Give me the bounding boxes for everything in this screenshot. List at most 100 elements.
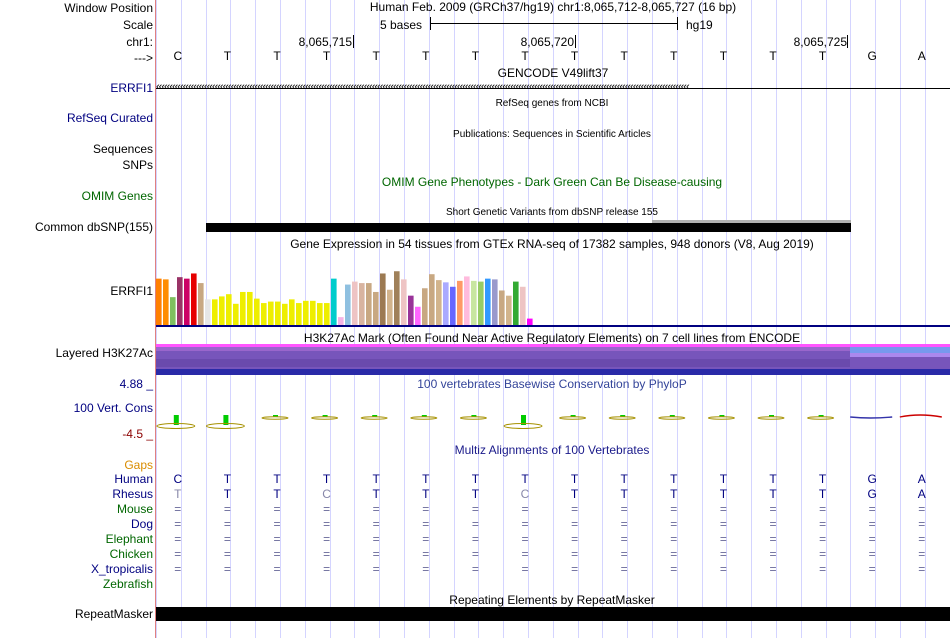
gtex-tissue-bar[interactable] [163,279,169,326]
gtex-tissue-bar[interactable] [499,290,505,326]
publications-label-snps[interactable]: SNPs [122,158,153,172]
species-label[interactable]: Chicken [109,547,153,561]
species-label[interactable]: Human [114,472,153,486]
species-label[interactable]: Elephant [105,532,153,546]
gtex-tissue-bar[interactable] [289,299,295,326]
gtex-tissue-bar[interactable] [219,296,225,326]
gtex-tissue-bar[interactable] [401,279,407,326]
gtex-tissue-bar[interactable] [170,297,176,326]
gtex-tissue-bar[interactable] [184,278,190,326]
gtex-tissue-bar[interactable] [303,300,309,326]
alignment-base: = [323,517,331,531]
species-label[interactable]: Dog [130,517,153,531]
gtex-tissue-bar[interactable] [212,299,218,326]
alignment-base: T [322,472,331,486]
gtex-tissue-bar[interactable] [478,281,484,326]
gtex-gene-label[interactable]: ERRFI1 [110,284,153,298]
gtex-tissue-bar[interactable] [156,278,162,326]
gtex-tissue-bar[interactable] [408,295,414,326]
repeatmasker-track-label[interactable]: RepeatMasker [74,607,153,621]
alignment-base: = [918,532,926,546]
species-label[interactable]: Rhesus [112,487,153,501]
phylop-value-mark [620,415,626,417]
gencode-gene-label[interactable]: ERRFI1 [110,81,153,95]
gtex-tissue-bar[interactable] [233,303,239,326]
publications-label-sequences[interactable]: Sequences [92,142,153,156]
gtex-tissue-bar[interactable] [317,303,323,326]
gtex-tissue-bar[interactable] [506,295,512,326]
omim-track-label[interactable]: OMIM Genes [81,189,153,203]
sequence-base: T [570,49,579,63]
gtex-tissue-bar[interactable] [268,301,274,326]
gtex-tissue-bar[interactable] [240,291,246,326]
gtex-tissue-bar[interactable] [422,288,428,326]
gtex-tissue-bar[interactable] [436,280,442,326]
gtex-tissue-bar[interactable] [359,283,365,326]
gtex-tissue-bar[interactable] [443,282,449,326]
phylop-track-label[interactable]: 100 Vert. Cons [73,401,153,415]
species-label[interactable]: Mouse [116,502,153,516]
alignment-base: = [273,532,281,546]
gtex-tissue-bar[interactable] [513,281,519,326]
gtex-tissue-bar[interactable] [464,276,470,326]
gtex-tissue-bar[interactable] [177,277,183,326]
dbsnp-track-label[interactable]: Common dbSNP(155) [34,220,153,234]
repeatmasker-feature[interactable] [156,607,950,621]
gtex-tissue-bar[interactable] [191,273,197,326]
gtex-tissue-bar[interactable] [310,300,316,326]
gtex-bar-chart[interactable] [156,252,536,326]
gtex-tissue-bar[interactable] [415,306,421,326]
gtex-tissue-bar[interactable] [429,274,435,326]
dbsnp-feature-bar[interactable] [206,223,851,232]
gtex-tissue-bar[interactable] [247,291,253,326]
gtex-tissue-bar[interactable] [394,271,400,326]
gtex-tissue-bar[interactable] [254,298,260,326]
alignment-base: T [521,472,529,486]
gtex-tissue-bar[interactable] [275,301,281,326]
gtex-tissue-bar[interactable] [205,299,211,326]
alignment-base: T [471,487,480,501]
dbsnp-feature-bar-secondary[interactable] [652,220,851,223]
gtex-tissue-bar[interactable] [457,280,463,326]
alignment-base: T [719,472,728,486]
gtex-tissue-bar[interactable] [471,280,477,326]
alignment-base: = [174,562,182,576]
gtex-tissue-bar[interactable] [226,294,232,326]
alignment-base: = [769,547,777,561]
gtex-tissue-bar[interactable] [345,284,351,326]
gtex-tissue-bar[interactable] [380,273,386,326]
multiz-gaps-label[interactable]: Gaps [124,458,153,472]
gtex-tissue-bar[interactable] [366,283,372,326]
gencode-gene-feature[interactable]: ‹‹‹‹‹‹‹‹‹‹‹‹‹‹‹‹‹‹‹‹‹‹‹‹‹‹‹‹‹‹‹‹‹‹‹‹‹‹‹‹… [156,81,950,95]
gtex-tissue-bar[interactable] [296,303,302,326]
gtex-tissue-bar[interactable] [352,281,358,326]
alignment-base: = [521,562,529,576]
gtex-tissue-bar[interactable] [324,303,330,326]
h3k27ac-signal[interactable] [156,344,950,375]
gtex-tissue-bar[interactable] [485,278,491,326]
gtex-tissue-bar[interactable] [527,318,533,326]
species-label[interactable]: Zebrafish [102,577,153,591]
alignment-base: C [322,487,331,501]
gtex-tissue-bar[interactable] [387,289,393,326]
gtex-tissue-bar[interactable] [261,303,267,326]
alignment-base: = [719,547,727,561]
gtex-tissue-bar[interactable] [331,278,337,326]
species-label[interactable]: X_tropicalis [90,562,153,576]
alignment-base: A [917,472,926,486]
gtex-tissue-bar[interactable] [198,283,204,326]
gtex-tissue-bar[interactable] [373,291,379,326]
gtex-tissue-bar[interactable] [492,279,498,326]
h3k27ac-track-label[interactable]: Layered H3K27Ac [55,346,153,360]
gtex-tissue-bar[interactable] [450,286,456,326]
alignment-base: = [571,517,579,531]
strand-arrow-label: ---> [134,51,153,65]
gtex-tissue-bar[interactable] [520,286,526,326]
phylop-signal[interactable] [156,405,950,435]
alignment-base: = [620,517,628,531]
alignment-base: = [273,517,281,531]
gtex-tissue-bar[interactable] [338,317,344,326]
alignment-base: = [868,517,876,531]
gtex-tissue-bar[interactable] [282,303,288,326]
refseq-track-label[interactable]: RefSeq Curated [66,111,153,125]
